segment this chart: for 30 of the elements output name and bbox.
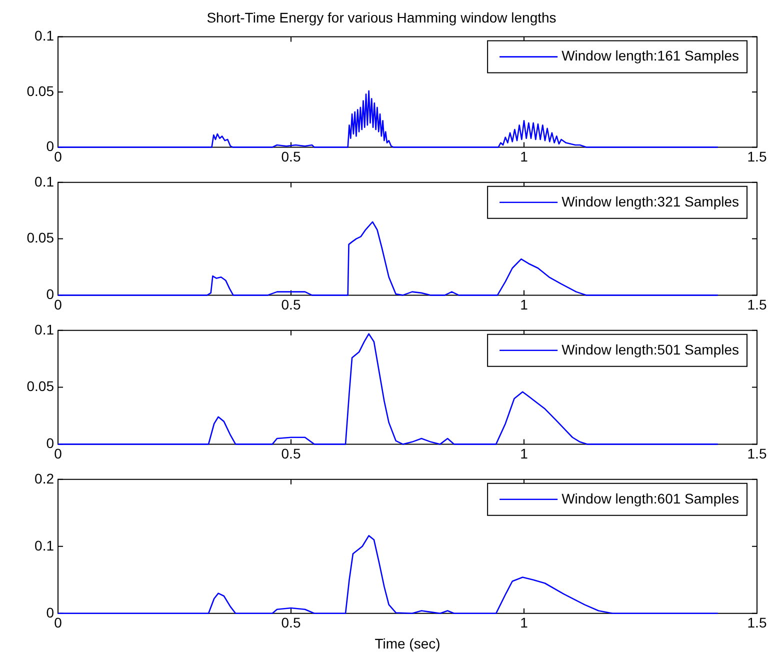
x-tick-label: 0.5 [281, 445, 301, 462]
x-tick-label: 1 [520, 148, 528, 164]
legend-label: Window length:321 Samples [562, 193, 740, 210]
legend-label: Window length:501 Samples [562, 341, 740, 358]
x-tick-label: 0.5 [281, 614, 301, 631]
y-tick-label: 0.05 [26, 230, 54, 246]
y-tick-label: 0.1 [34, 537, 54, 554]
y-tick-label: 0.1 [34, 28, 54, 44]
x-tick-label: 1.5 [747, 148, 767, 164]
x-tick-label: 1.5 [747, 296, 767, 312]
x-tick-label: 1.5 [747, 445, 767, 462]
x-tick-label: 0.5 [281, 296, 301, 312]
y-tick-label: 0 [46, 604, 54, 620]
chart-title: Short-Time Energy for various Hamming window lengths [206, 9, 556, 26]
legend-label: Window length:601 Samples [562, 490, 740, 506]
y-tick-label: 0.1 [34, 173, 54, 190]
y-tick-label: 0.1 [34, 321, 54, 338]
x-tick-label: 1 [520, 296, 528, 312]
y-tick-label: 0.2 [34, 470, 54, 486]
y-tick-label: 0.05 [26, 82, 54, 99]
y-tick-label: 0 [46, 435, 54, 452]
y-tick-label: 0 [46, 138, 54, 154]
x-tick-label: 0.5 [281, 148, 301, 164]
legend-label: Window length:161 Samples [562, 48, 740, 64]
x-tick-label: 1 [520, 614, 528, 631]
x-tick-label: 1 [520, 445, 528, 462]
x-axis-title: Time (sec) [374, 635, 440, 652]
y-tick-label: 0.05 [26, 378, 54, 394]
x-tick-label: 1.5 [747, 614, 767, 631]
y-tick-label: 0 [46, 286, 54, 302]
